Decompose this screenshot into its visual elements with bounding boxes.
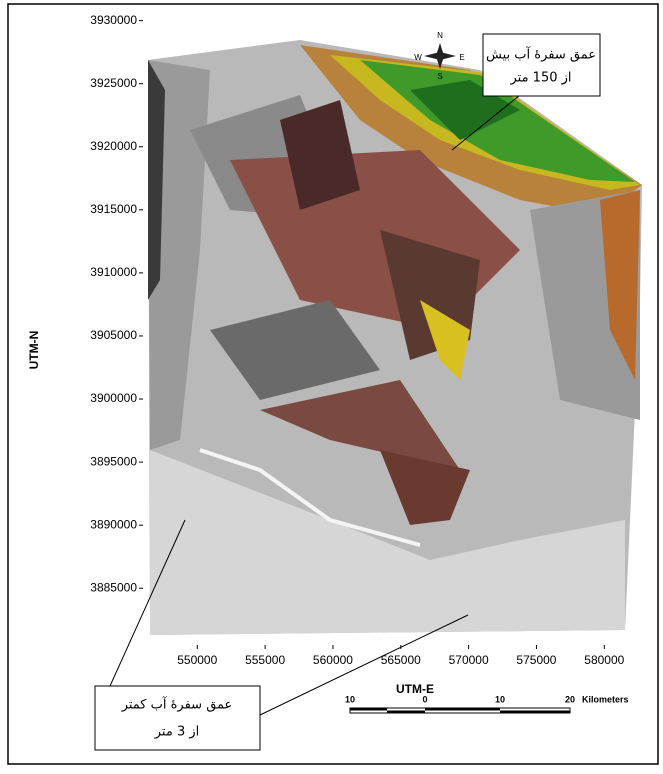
compass-s: S	[437, 72, 442, 81]
scale-bar-segment	[350, 708, 387, 711]
x-tick-label: 580000	[584, 653, 624, 667]
x-tick-label: 550000	[177, 653, 217, 667]
annotation-line: عمق سفرۀ آب کمتر	[121, 696, 233, 713]
scale-label: 0	[422, 694, 427, 704]
compass-n: N	[437, 31, 443, 40]
y-tick-label: 3890000	[90, 517, 137, 531]
figure: UTM-N UTM-E 3930000 3925000 3920000 3915000…	[0, 0, 663, 769]
annotation-box	[95, 686, 260, 750]
x-tick-label: 560000	[313, 653, 353, 667]
y-tick-label: 3885000	[90, 580, 137, 594]
y-axis-label: UTM-N	[27, 331, 41, 370]
x-tick-label: 565000	[381, 653, 421, 667]
annotation-box	[483, 34, 600, 96]
annotation-line: از 3 متر	[154, 725, 200, 740]
scale-bar-segment	[425, 708, 500, 711]
scale-unit: Kilometers	[582, 694, 629, 704]
compass-w: W	[414, 53, 422, 62]
y-tick-label: 3910000	[90, 265, 137, 279]
annotation-line: از 150 متر	[509, 71, 571, 86]
x-tick-label: 555000	[245, 653, 285, 667]
x-tick-label: 570000	[449, 653, 489, 667]
scale-bar-segment	[387, 711, 425, 714]
y-tick-label: 3920000	[90, 139, 137, 153]
scale-label: 10	[345, 694, 355, 704]
y-tick-label: 3900000	[90, 391, 137, 405]
y-tick-label: 3895000	[90, 454, 137, 468]
y-tick-label: 3915000	[90, 202, 137, 216]
scale-bar-segment	[500, 711, 570, 714]
y-tick-label: 3905000	[90, 328, 137, 342]
y-tick-label: 3925000	[90, 76, 137, 90]
x-axis-label: UTM-E	[396, 682, 434, 696]
scale-label: 10	[495, 694, 505, 704]
compass-e: E	[459, 53, 464, 62]
annotation-line: عمق سفرۀ آب بیش	[486, 46, 596, 63]
y-tick-label: 3930000	[90, 13, 137, 27]
scale-label: 20	[565, 694, 575, 704]
x-tick-label: 575000	[516, 653, 556, 667]
